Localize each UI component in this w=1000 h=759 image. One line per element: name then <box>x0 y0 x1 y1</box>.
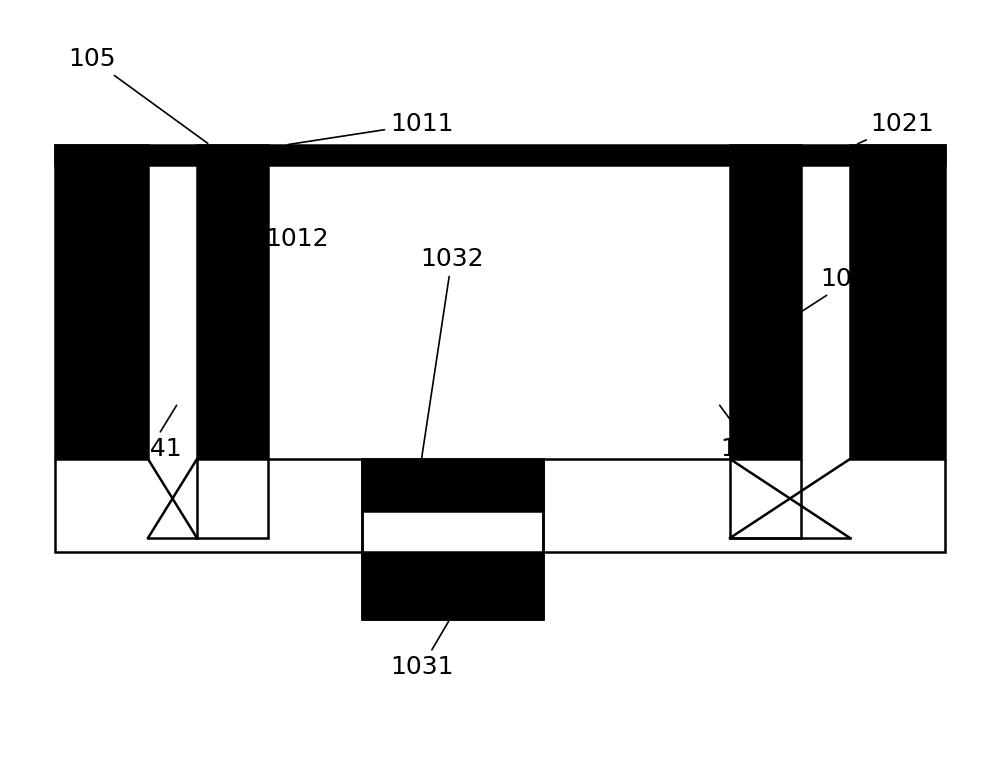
Text: 1012: 1012 <box>217 227 329 278</box>
Text: 1031: 1031 <box>390 622 454 679</box>
Bar <box>362 459 543 619</box>
Text: 1032: 1032 <box>420 247 484 466</box>
Bar <box>55 145 945 165</box>
Text: 1021: 1021 <box>858 112 934 144</box>
Bar <box>362 459 543 511</box>
Bar <box>55 145 148 459</box>
Text: 1022: 1022 <box>792 267 884 317</box>
Text: 1041: 1041 <box>118 405 182 461</box>
Bar <box>850 145 945 459</box>
Text: 1011: 1011 <box>288 112 454 144</box>
Bar <box>362 552 543 619</box>
Bar <box>197 145 268 459</box>
Text: 105: 105 <box>68 47 208 143</box>
Text: 1042: 1042 <box>720 405 784 461</box>
Bar <box>730 145 801 459</box>
